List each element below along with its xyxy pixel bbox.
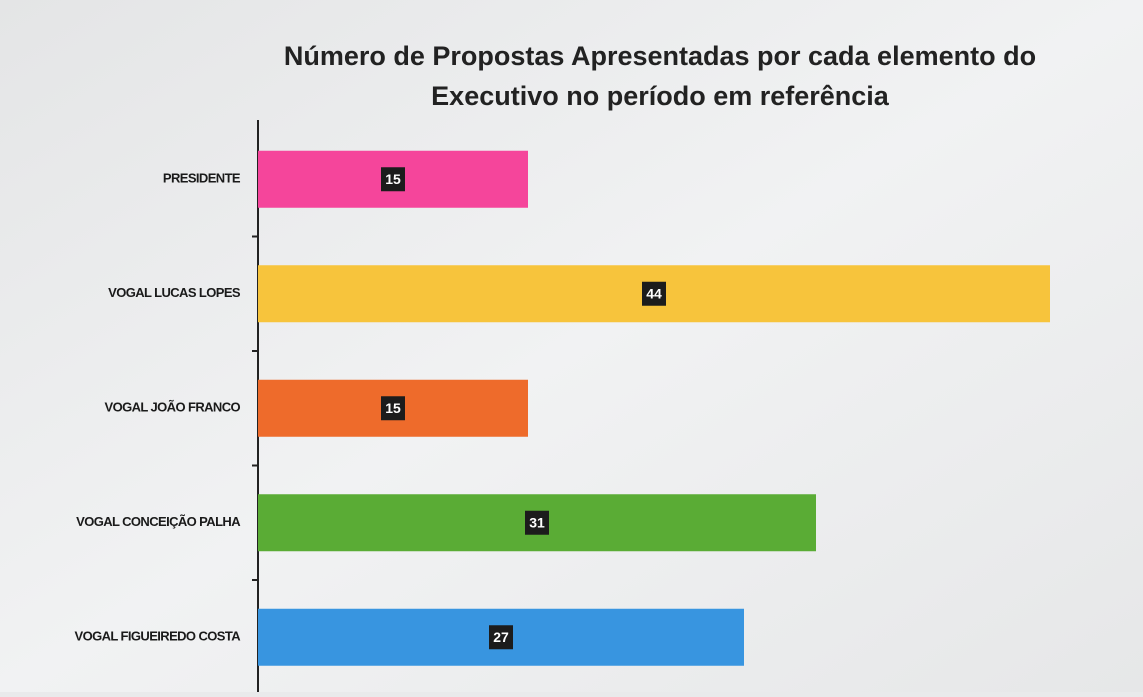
value-label-box bbox=[642, 281, 666, 306]
value-label-box bbox=[381, 396, 405, 421]
chart-title: Executivo no período em referência bbox=[431, 81, 890, 111]
value-label: 44 bbox=[646, 285, 662, 301]
category-label: VOGAL FIGUEIREDO COSTA bbox=[75, 629, 242, 644]
chart-title: Número de Propostas Apresentadas por cad… bbox=[284, 41, 1036, 71]
value-label-box bbox=[489, 625, 513, 650]
category-label: VOGAL JOÃO FRANCO bbox=[105, 400, 241, 415]
category-label: PRESIDENTE bbox=[163, 171, 241, 186]
value-label-box bbox=[525, 510, 549, 535]
category-label: VOGAL CONCEIÇÃO PALHA bbox=[76, 514, 241, 529]
value-label: 27 bbox=[493, 629, 509, 645]
value-label: 15 bbox=[385, 171, 401, 187]
value-label-box bbox=[381, 167, 405, 192]
category-label: VOGAL LUCAS LOPES bbox=[108, 285, 241, 300]
value-label: 15 bbox=[385, 400, 401, 416]
value-label: 31 bbox=[529, 514, 545, 530]
